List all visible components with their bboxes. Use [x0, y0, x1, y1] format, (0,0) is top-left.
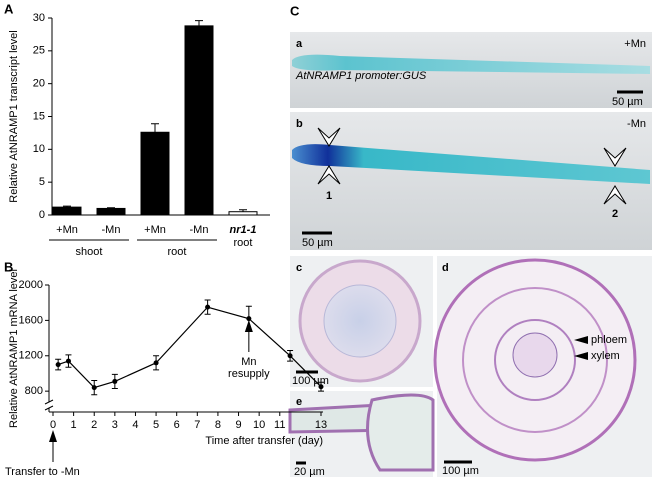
cortex-d	[462, 287, 608, 433]
x-tick-label: +Mn	[144, 224, 166, 236]
x-tick-label: 4	[132, 419, 138, 431]
annotation-arrowhead	[244, 320, 253, 332]
x-tick-label: nr1-1	[230, 224, 257, 236]
sub-label: b	[296, 118, 303, 130]
marker: 2	[612, 208, 618, 220]
tissue: phloem	[591, 334, 627, 346]
panel-label: C	[290, 3, 300, 18]
sub-label: a	[296, 38, 303, 50]
arrowheads-2	[603, 147, 627, 205]
y-tick-label: 15	[33, 110, 45, 122]
group-label: root	[168, 246, 187, 258]
y-tick-label: 0	[39, 209, 45, 221]
bar	[184, 25, 214, 216]
x-tick-label: 13	[315, 419, 327, 431]
error-bar	[151, 123, 159, 133]
group-label: root	[234, 237, 253, 249]
panel-label: B	[4, 259, 13, 274]
point	[318, 384, 324, 390]
y-tick-label: 1200	[19, 350, 43, 362]
point	[287, 353, 293, 359]
error-bar	[239, 209, 247, 212]
annotation-arrowhead	[49, 430, 57, 442]
group-label: shoot	[76, 246, 103, 258]
y-tick-label: 20	[33, 78, 45, 90]
y-tick-label: 10	[33, 143, 45, 155]
x-tick-label: 3	[112, 419, 118, 431]
point	[55, 362, 61, 368]
sub-label: e	[296, 396, 302, 408]
x-tick-label: 6	[174, 419, 180, 431]
y-tick-label: 30	[33, 12, 45, 24]
error-bar	[63, 205, 71, 208]
line	[57, 306, 322, 389]
condition: -Mn	[627, 118, 646, 130]
x-tick-label: 5	[153, 419, 159, 431]
bar	[52, 206, 82, 216]
sub-label: d	[442, 262, 449, 274]
x-tick-label: 0	[50, 419, 56, 431]
y-axis-label: Relative AtNRAMP1 mRNA level	[8, 269, 20, 428]
axis-break	[44, 399, 54, 411]
image-b	[290, 112, 652, 250]
bar	[228, 211, 258, 216]
x-tick-label: 2	[91, 419, 97, 431]
y-tick-label: 25	[33, 45, 45, 57]
xylem-arrow	[574, 352, 588, 360]
annotation: Transfer to -Mn	[5, 466, 80, 477]
scale-label: 50 µm	[612, 96, 643, 108]
scale-label: 50 µm	[302, 237, 333, 249]
y-axis-label: Relative AtNRAMP1 transcript level	[8, 30, 20, 202]
caption: AtNRAMP1 promoter:GUS	[295, 70, 427, 82]
x-tick-label: 9	[235, 419, 241, 431]
arrowheads-1	[317, 127, 341, 185]
y-tick-label: 800	[25, 385, 43, 397]
y-tick-label: 2000	[19, 279, 43, 291]
x-tick-label: 8	[215, 419, 221, 431]
condition: +Mn	[624, 38, 646, 50]
point	[205, 304, 211, 310]
y-tick-label: 1600	[19, 314, 43, 326]
root-a	[292, 54, 650, 74]
error-bar	[107, 207, 115, 209]
sub-label: c	[296, 262, 302, 274]
panel-c-images	[288, 32, 652, 477]
x-tick-label: -Mn	[102, 224, 121, 236]
bar	[140, 131, 170, 216]
x-tick-label: +Mn	[56, 224, 78, 236]
bar	[96, 207, 126, 216]
point	[153, 360, 159, 366]
point	[91, 385, 97, 391]
point	[65, 358, 71, 364]
marker: 1	[326, 190, 332, 202]
root-b	[292, 144, 650, 184]
scale-label: 20 µm	[294, 466, 325, 477]
scale-label: 100 µm	[292, 375, 329, 387]
stele-c	[323, 284, 397, 358]
point	[112, 378, 118, 384]
stele-d	[512, 332, 558, 378]
x-tick-label: 1	[71, 419, 77, 431]
panel-label: A	[4, 1, 14, 16]
point	[246, 316, 252, 322]
annotation: resupply	[228, 368, 270, 380]
x-axis-label: Time after transfer (day)	[205, 435, 323, 447]
endodermis-d	[494, 319, 576, 401]
annotation: Mn	[241, 356, 256, 368]
error-bar	[195, 20, 203, 26]
x-tick-label: 10	[253, 419, 265, 431]
phloem-arrow	[574, 336, 588, 344]
x-tick-label: -Mn	[190, 224, 209, 236]
tissue: xylem	[591, 350, 620, 362]
y-tick-label: 5	[39, 176, 45, 188]
cell-e2	[366, 393, 435, 472]
scale-label: 100 µm	[442, 465, 479, 477]
x-tick-label: 7	[194, 419, 200, 431]
x-tick-label: 11	[274, 419, 285, 431]
